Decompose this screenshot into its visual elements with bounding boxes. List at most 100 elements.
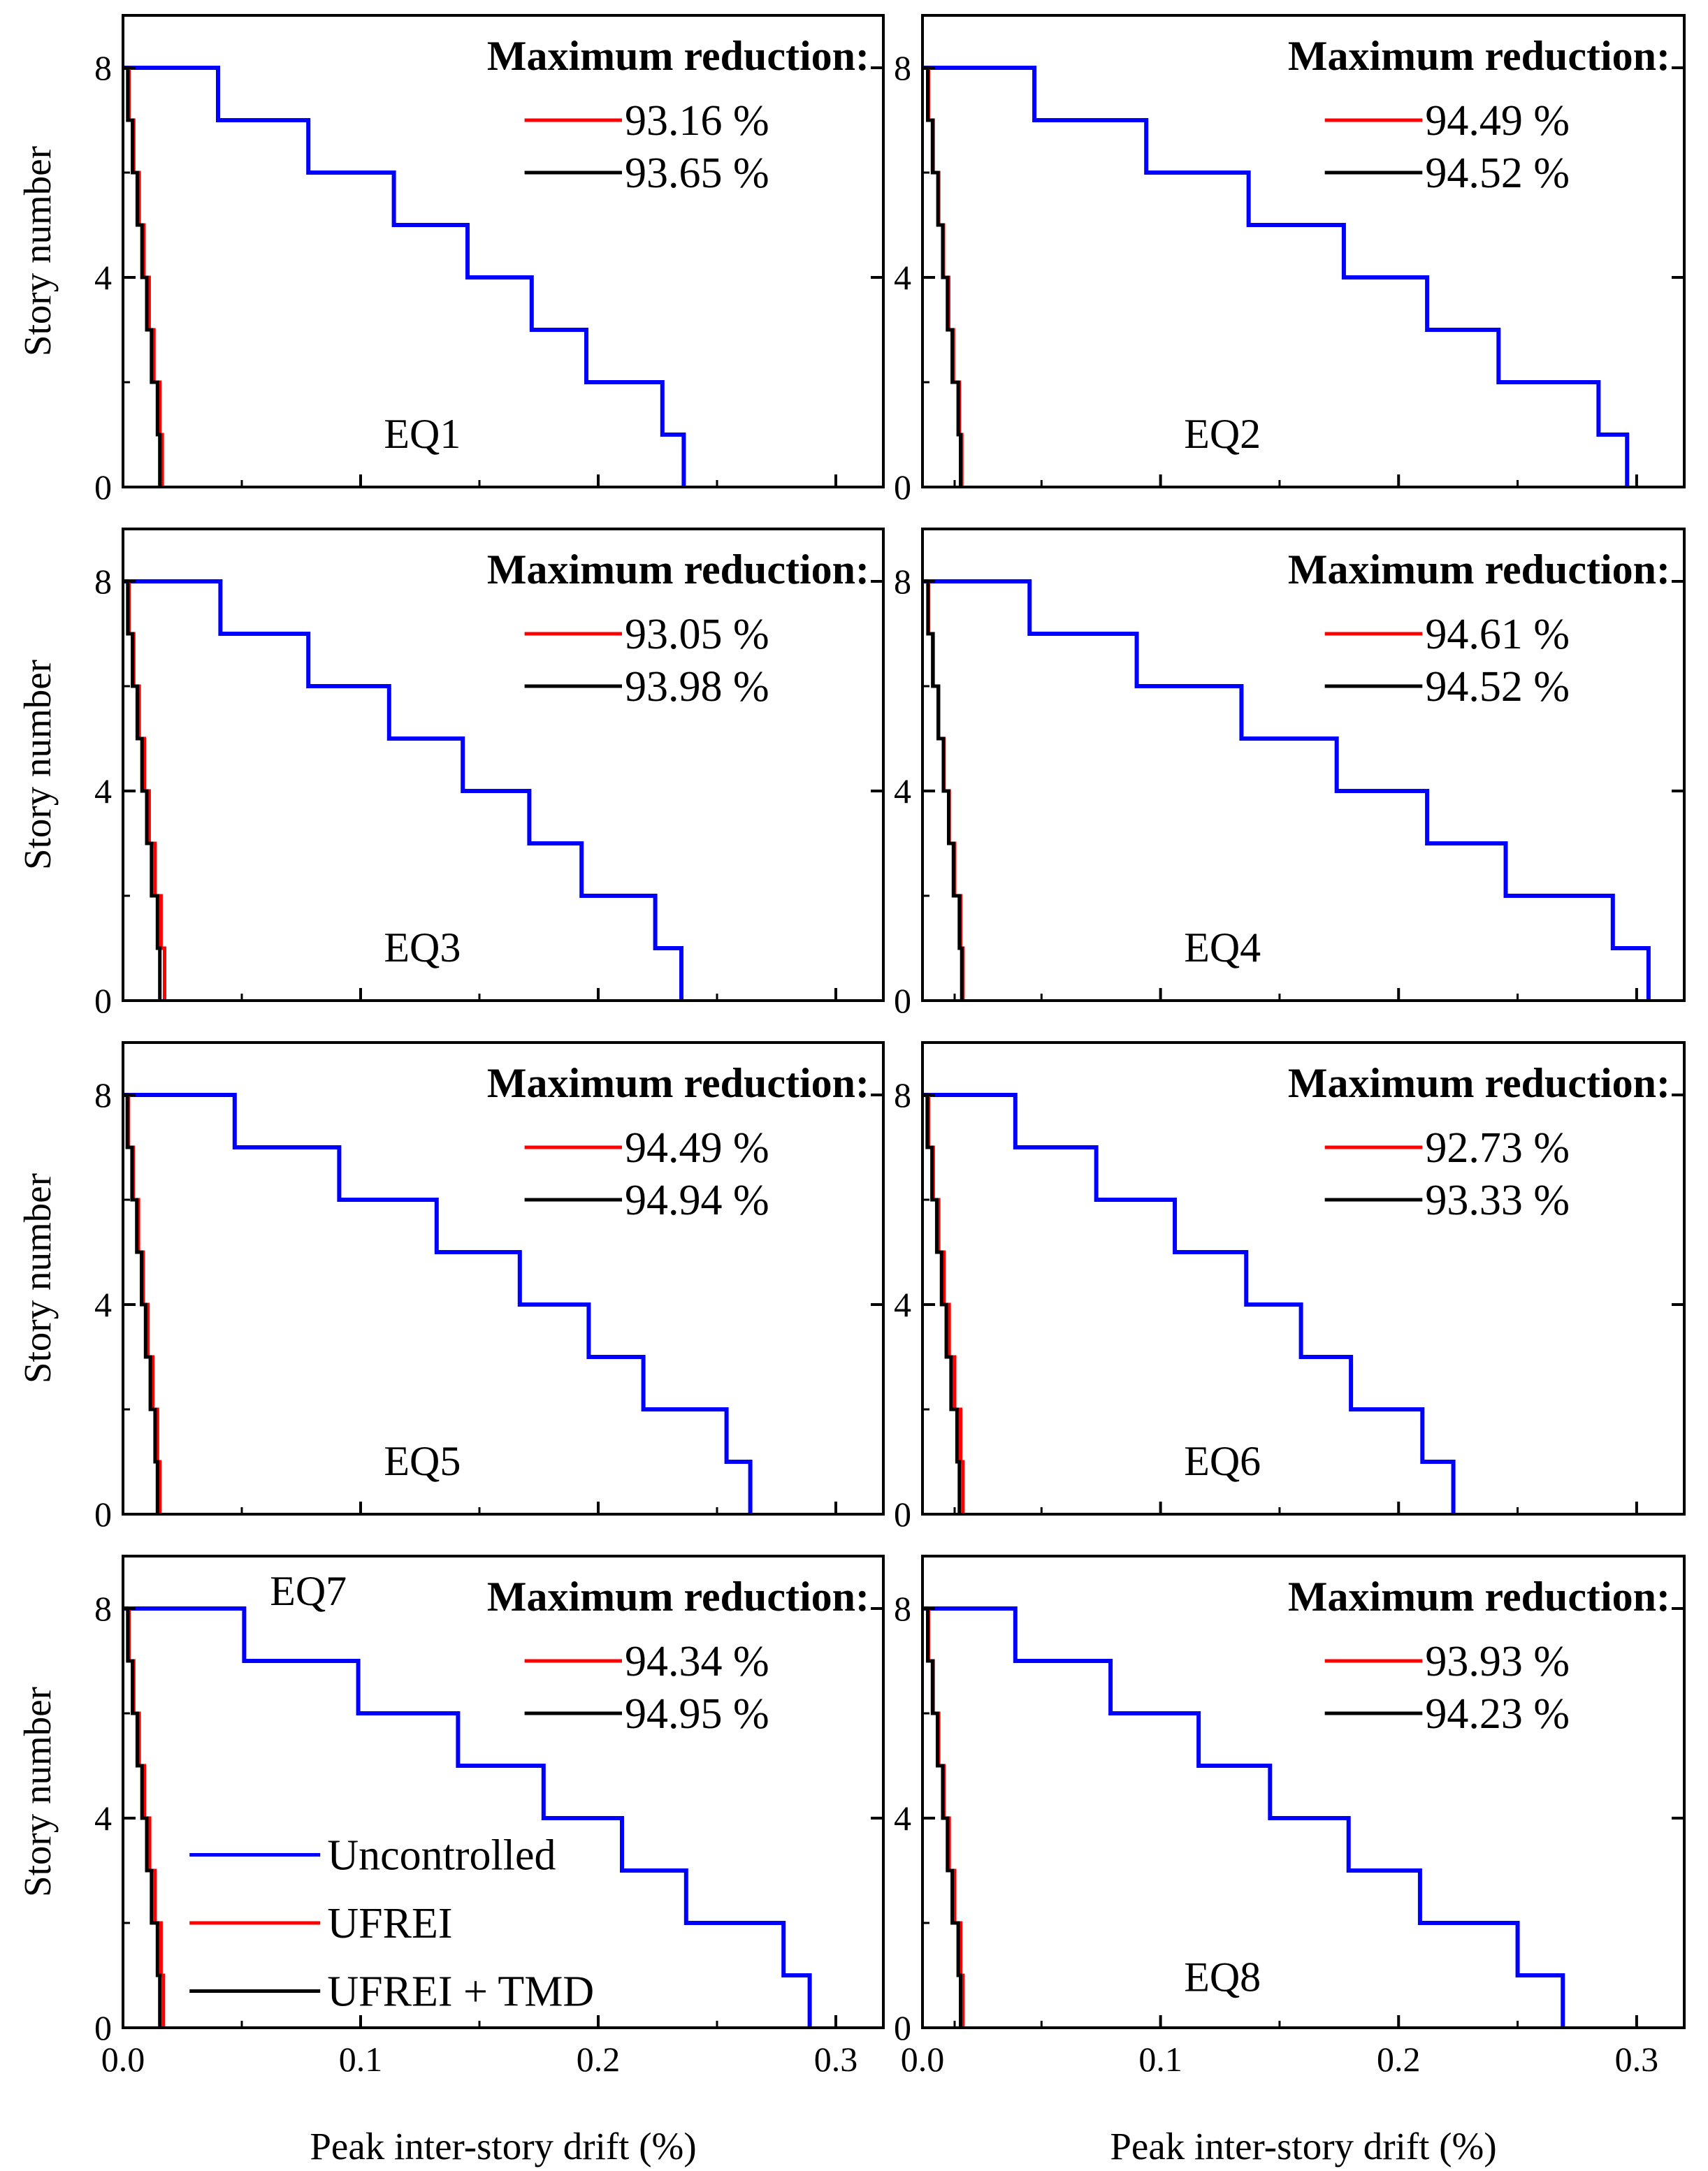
y-tick-label: 8 [94, 1075, 112, 1114]
reduction-value-ufrei-tmd: 93.65 % [625, 150, 769, 197]
panel-eq4: 0 4 8 Maximum reduction: 94.61 % 94.52 % EQ4 [894, 528, 1686, 1020]
y-tick-label: 4 [894, 771, 911, 811]
series-ufrei-tmd [123, 1093, 159, 1514]
x-tick-label: 0.0 [901, 2040, 945, 2079]
panel-label: EQ5 [384, 1438, 461, 1484]
legend-label: UFREI [327, 1900, 452, 1947]
series-uncontrolled [123, 1606, 812, 2028]
series-ufrei-tmd [123, 1606, 162, 2028]
reduction-title: Maximum reduction: [1288, 33, 1670, 79]
panel-label: EQ8 [1184, 1954, 1261, 2001]
panel-label: EQ7 [270, 1568, 347, 1614]
panel-label: EQ2 [1184, 411, 1261, 457]
y-tick-label: 0 [894, 1495, 911, 1534]
reduction-value-ufrei-tmd: 94.94 % [625, 1177, 769, 1224]
reduction-value-ufrei-tmd: 94.95 % [625, 1690, 769, 1738]
y-tick-label: 4 [894, 258, 911, 297]
y-tick-label: 8 [94, 562, 112, 601]
panel-eq5: 0 4 8 Story number Maximum reduction: 94.49 %… [16, 1041, 956, 1534]
panel-label: EQ1 [384, 411, 461, 457]
panel-eq2: 0 4 8 Maximum reduction: 94.49 % 94.52 % EQ2 [894, 14, 1686, 507]
reduction-value-ufrei: 93.93 % [1425, 1638, 1570, 1685]
reduction-title: Maximum reduction: [487, 1060, 869, 1106]
x-axis-label: Peak inter-story drift (%) [310, 2125, 696, 2168]
reduction-title: Maximum reduction: [1288, 1574, 1670, 1620]
x-axis-label: Peak inter-story drift (%) [1110, 2125, 1496, 2168]
y-tick-label: 0 [94, 2008, 112, 2047]
y-axis-label: Story number [16, 146, 59, 356]
panel-label: EQ4 [1184, 924, 1261, 971]
y-tick-label: 4 [894, 1799, 911, 1838]
y-tick-label: 4 [94, 1799, 112, 1838]
y-tick-label: 8 [894, 48, 911, 87]
reduction-value-ufrei: 94.49 % [1425, 97, 1570, 145]
reduction-value-ufrei-tmd: 94.23 % [1425, 1690, 1570, 1738]
y-tick-label: 8 [894, 1589, 911, 1628]
y-tick-label: 0 [894, 467, 911, 507]
y-tick-label: 0 [94, 467, 112, 507]
y-tick-label: 0 [94, 1495, 112, 1534]
x-tick-label: 0.2 [577, 2040, 621, 2079]
reduction-value-ufrei: 93.05 % [625, 611, 769, 658]
reduction-title: Maximum reduction: [487, 33, 869, 79]
y-tick-label: 8 [94, 1589, 112, 1628]
panel-eq3: 0 4 8 Story number Maximum reduction: 93.05 %… [16, 528, 956, 1020]
plot-frame [921, 1555, 1686, 2029]
plot-frame [921, 528, 1686, 1002]
y-axis-label: Story number [16, 660, 59, 870]
legend-label: Uncontrolled [327, 1832, 556, 1880]
y-tick-label: 0 [894, 2008, 911, 2047]
plot-frame [122, 14, 885, 488]
plot-frame [921, 14, 1686, 488]
y-tick-label: 4 [894, 1285, 911, 1324]
x-tick-label: 0.3 [1615, 2040, 1659, 2079]
reduction-value-ufrei: 94.49 % [625, 1124, 769, 1172]
reduction-title: Maximum reduction: [487, 546, 869, 593]
reduction-value-ufrei: 93.16 % [625, 97, 769, 145]
y-tick-label: 8 [894, 1075, 911, 1114]
panel-eq1: 0 4 8 Story number Maximum reduction: 93.16 %… [16, 14, 956, 507]
y-axis-label: Story number [16, 1173, 59, 1384]
panel-eq6: 0 4 8 Maximum reduction: 92.73 % 93.33 % EQ6 [894, 1041, 1686, 1534]
series-uncontrolled [922, 579, 1651, 1001]
x-tick-label: 0.0 [101, 2040, 145, 2079]
reduction-value-ufrei-tmd: 93.33 % [1425, 1177, 1570, 1224]
reduction-value-ufrei-tmd: 94.52 % [1425, 150, 1570, 197]
series-uncontrolled [922, 1606, 1565, 2028]
reduction-title: Maximum reduction: [1288, 1060, 1670, 1106]
series-ufrei-tmd [922, 1093, 962, 1514]
y-tick-label: 0 [94, 981, 112, 1020]
plot-frame [122, 1041, 885, 1516]
panel-label: EQ6 [1184, 1438, 1261, 1484]
y-tick-label: 8 [94, 48, 112, 87]
x-tick-label: 0.1 [1138, 2040, 1182, 2079]
reduction-value-ufrei: 94.61 % [1425, 611, 1570, 658]
reduction-value-ufrei-tmd: 93.98 % [625, 663, 769, 711]
y-tick-label: 4 [94, 258, 112, 297]
reduction-title: Maximum reduction: [1288, 546, 1670, 593]
series-uncontrolled [123, 1093, 753, 1514]
y-tick-label: 0 [894, 981, 911, 1020]
plot-frame [122, 528, 885, 1002]
reduction-value-ufrei: 92.73 % [1425, 1124, 1570, 1172]
series-uncontrolled [123, 579, 683, 1001]
series-ufrei-tmd [922, 579, 964, 1001]
panel-eq8: 0.0 0.1 0.2 0.3 0 4 8 Maximum reduction: 93.93 %… [894, 1555, 1686, 2168]
x-tick-label: 0.3 [814, 2040, 858, 2079]
series-uncontrolled [123, 66, 686, 487]
series-uncontrolled [922, 1093, 1456, 1514]
panel-label: EQ3 [384, 924, 461, 971]
x-tick-label: 0.1 [339, 2040, 383, 2079]
y-axis-label: Story number [16, 1687, 59, 1897]
legend-label: UFREI + TMD [327, 1968, 594, 2016]
plot-frame [122, 1555, 885, 2029]
series-ufrei-tmd [922, 1606, 962, 2028]
y-tick-label: 8 [894, 562, 911, 601]
panel-eq7: 0.0 0.1 0.2 0.3 0 4 8 Story number Maximum reduc… [16, 1555, 956, 2168]
series-ufrei-tmd [922, 66, 962, 487]
y-tick-label: 4 [94, 771, 112, 811]
plot-frame [921, 1041, 1686, 1516]
x-tick-label: 0.2 [1377, 2040, 1421, 2079]
reduction-value-ufrei-tmd: 94.52 % [1425, 663, 1570, 711]
